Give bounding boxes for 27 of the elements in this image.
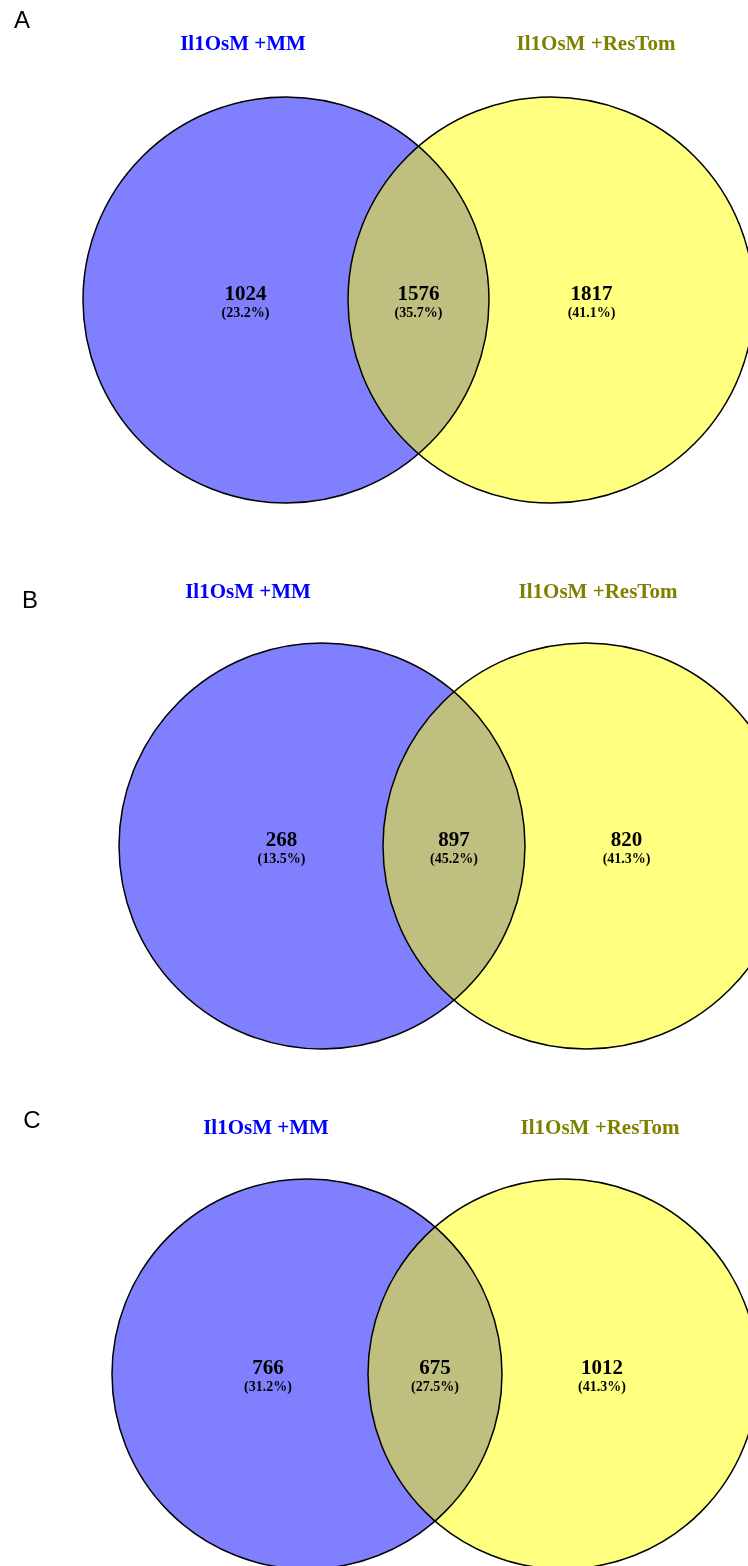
data-label: 1817 [570, 281, 613, 305]
category-label: Il1OsM +ResTom [520, 1115, 680, 1139]
category-label: Il1OsM +MM [203, 1115, 330, 1139]
data-label: 268 [265, 827, 298, 851]
text: A [13, 6, 31, 33]
text: (27.5%) [411, 1379, 460, 1395]
category-label: Il1OsM +MM [180, 31, 307, 55]
data-label: 1024 [224, 281, 267, 305]
data-label: 675 [419, 1355, 451, 1379]
text: B [21, 586, 39, 613]
text: (31.2%) [244, 1379, 293, 1395]
data-label: 766 [252, 1355, 284, 1379]
text: (13.5%) [257, 851, 306, 867]
category-label: Il1OsM +ResTom [518, 579, 678, 603]
category-label: Il1OsM +ResTom [516, 31, 676, 55]
text: (41.1%) [567, 305, 616, 321]
data-label: 1012 [581, 1355, 623, 1379]
data-label: 897 [438, 827, 470, 851]
data-label: 820 [610, 827, 643, 851]
text: (41.3%) [578, 1379, 627, 1395]
text: (41.3%) [602, 851, 651, 867]
category-label: Il1OsM +MM [185, 579, 312, 603]
text: (35.7%) [394, 305, 443, 321]
text: C [23, 1106, 41, 1133]
data-label: 1576 [397, 281, 440, 305]
text: (45.2%) [430, 851, 479, 867]
text: (23.2%) [221, 305, 270, 321]
